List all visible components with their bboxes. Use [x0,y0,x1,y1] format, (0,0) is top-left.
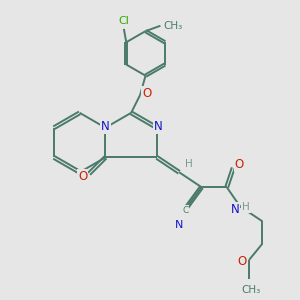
Text: O: O [238,255,247,268]
Text: CH₃: CH₃ [163,21,182,31]
Text: N: N [230,203,239,216]
Text: N: N [101,120,110,133]
Text: O: O [142,87,151,100]
Text: O: O [235,158,244,171]
Text: C: C [182,206,188,215]
Text: H: H [185,159,193,169]
Text: N: N [174,220,183,230]
Text: N: N [154,120,163,133]
Text: CH₃: CH₃ [241,285,260,295]
Text: Cl: Cl [118,16,129,26]
Text: O: O [78,170,87,183]
Text: H: H [242,202,250,212]
